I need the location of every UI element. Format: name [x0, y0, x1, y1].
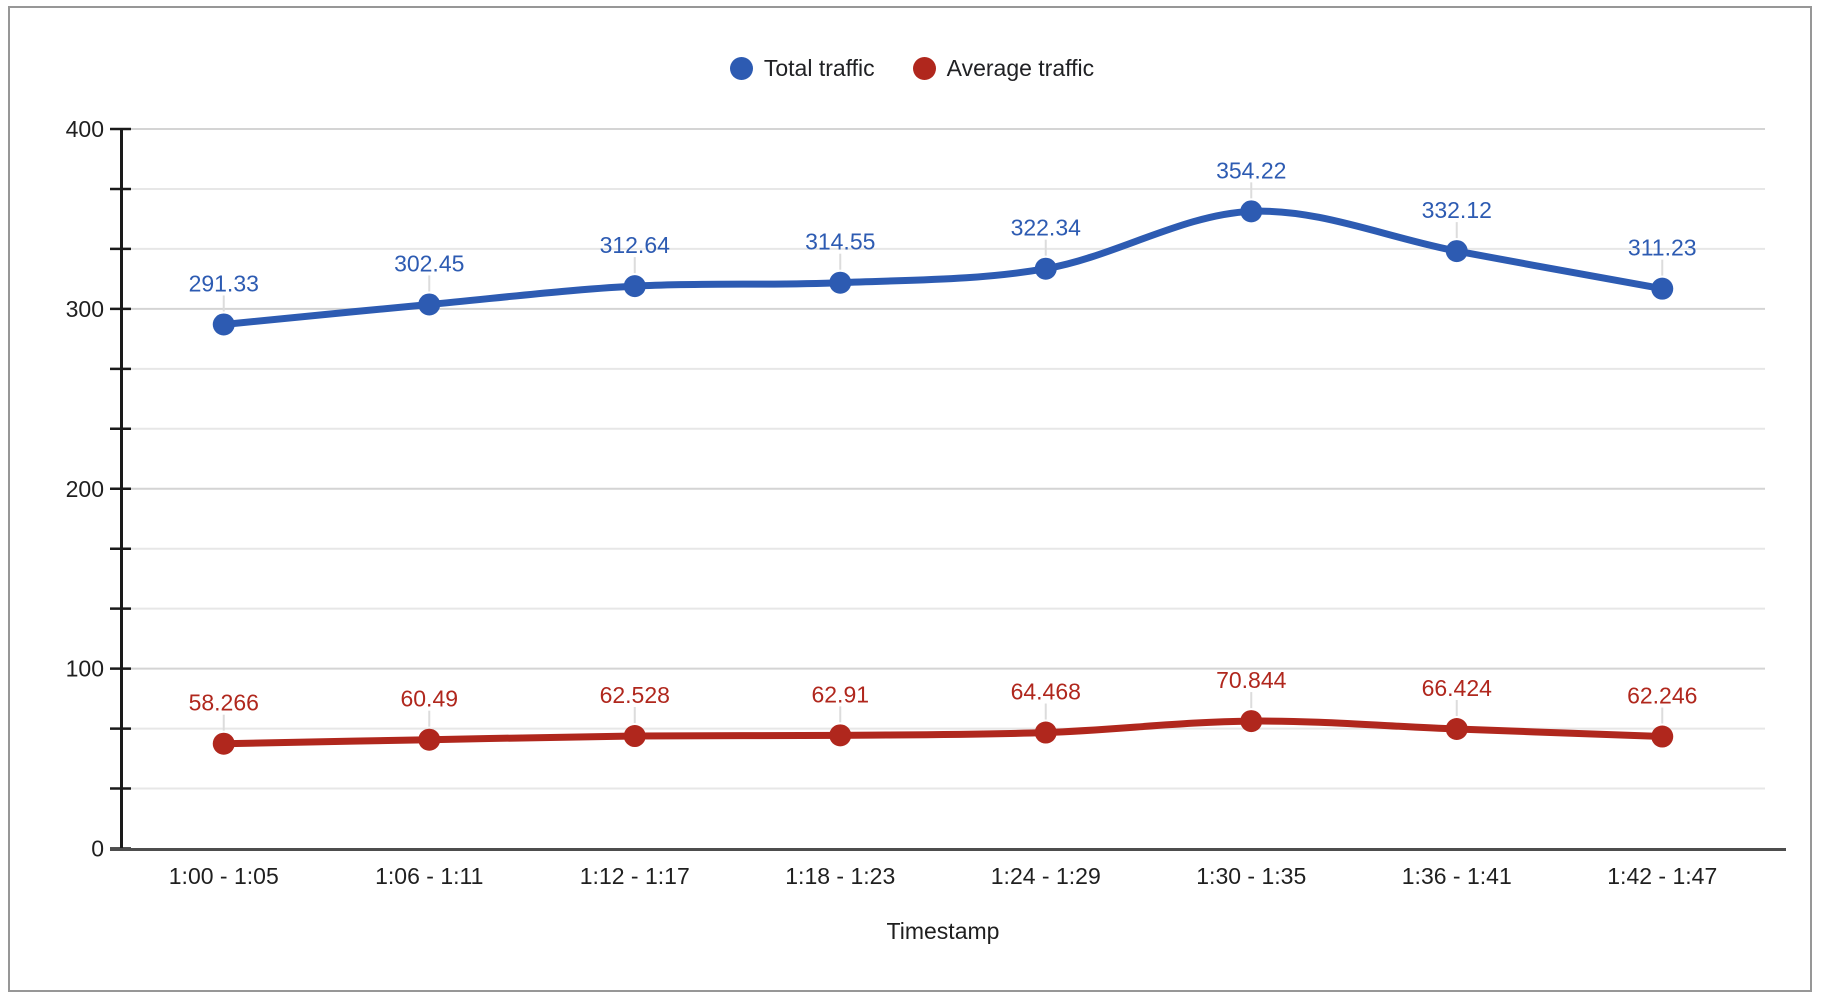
data-point-average-traffic-3[interactable]: [829, 724, 852, 747]
data-point-total-traffic-2[interactable]: [623, 275, 646, 298]
data-point-total-traffic-4[interactable]: [1034, 257, 1057, 280]
data-label-total-traffic: 311.23: [1628, 235, 1697, 261]
x-category-label: 1:36 - 1:41: [1402, 863, 1512, 889]
x-category-label: 1:42 - 1:47: [1607, 863, 1717, 889]
y-tick-label: 400: [66, 116, 104, 142]
x-category-label: 1:00 - 1:05: [169, 863, 279, 889]
series-line-average-traffic: [220, 717, 1666, 748]
data-point-total-traffic-3[interactable]: [829, 271, 852, 294]
x-category-label: 1:18 - 1:23: [785, 863, 895, 889]
data-label-total-traffic: 332.12: [1422, 197, 1492, 223]
data-label-average-traffic: 66.424: [1422, 675, 1493, 701]
data-label-average-traffic: 58.266: [189, 690, 259, 716]
data-point-total-traffic-7[interactable]: [1651, 277, 1674, 300]
data-label-average-traffic: 62.91: [811, 681, 869, 707]
legend-label-average-traffic: Average traffic: [946, 55, 1095, 81]
data-point-total-traffic-0[interactable]: [212, 313, 235, 336]
data-label-total-traffic: 322.34: [1011, 215, 1082, 241]
data-label-average-traffic: 60.49: [400, 686, 458, 712]
data-point-total-traffic-5[interactable]: [1240, 200, 1263, 223]
y-tick-label: 0: [91, 836, 104, 862]
data-label-total-traffic: 312.64: [600, 232, 671, 258]
data-point-average-traffic-6[interactable]: [1445, 718, 1468, 741]
data-point-total-traffic-1[interactable]: [418, 293, 441, 316]
legend-item-average-traffic[interactable]: Average traffic: [912, 54, 1095, 82]
data-label-average-traffic: 62.246: [1627, 683, 1697, 709]
data-point-average-traffic-7[interactable]: [1651, 725, 1674, 748]
x-category-label: 1:24 - 1:29: [991, 863, 1101, 889]
series-line-total-traffic: [220, 207, 1666, 328]
data-point-average-traffic-2[interactable]: [623, 725, 646, 748]
x-axis-title: Timestamp: [886, 918, 1000, 944]
legend-item-total-traffic[interactable]: Total traffic: [729, 54, 875, 82]
data-point-average-traffic-4[interactable]: [1034, 721, 1057, 744]
data-label-average-traffic: 62.528: [600, 682, 670, 708]
x-category-label: 1:06 - 1:11: [375, 863, 483, 889]
legend-swatch-average-traffic-icon: [912, 56, 936, 80]
data-label-total-traffic: 291.33: [189, 270, 259, 296]
data-label-total-traffic: 354.22: [1216, 157, 1286, 183]
chart-border: [8, 6, 1812, 992]
data-label-average-traffic: 64.468: [1011, 679, 1081, 705]
y-tick-label: 300: [66, 296, 104, 322]
legend-label-total-traffic: Total traffic: [763, 55, 875, 81]
data-point-average-traffic-5[interactable]: [1240, 710, 1263, 733]
data-label-average-traffic: 70.844: [1216, 667, 1287, 693]
y-tick-label: 200: [66, 476, 104, 502]
data-point-total-traffic-6[interactable]: [1445, 240, 1468, 263]
data-label-total-traffic: 302.45: [394, 250, 464, 276]
x-category-label: 1:30 - 1:35: [1196, 863, 1306, 889]
data-point-average-traffic-0[interactable]: [212, 732, 235, 755]
x-category-label: 1:12 - 1:17: [580, 863, 690, 889]
y-tick-label: 100: [66, 656, 104, 682]
chart-legend: Total traffic Average traffic: [0, 54, 1824, 82]
legend-swatch-total-traffic-icon: [729, 56, 753, 80]
data-point-average-traffic-1[interactable]: [418, 728, 441, 751]
data-label-total-traffic: 314.55: [805, 229, 875, 255]
